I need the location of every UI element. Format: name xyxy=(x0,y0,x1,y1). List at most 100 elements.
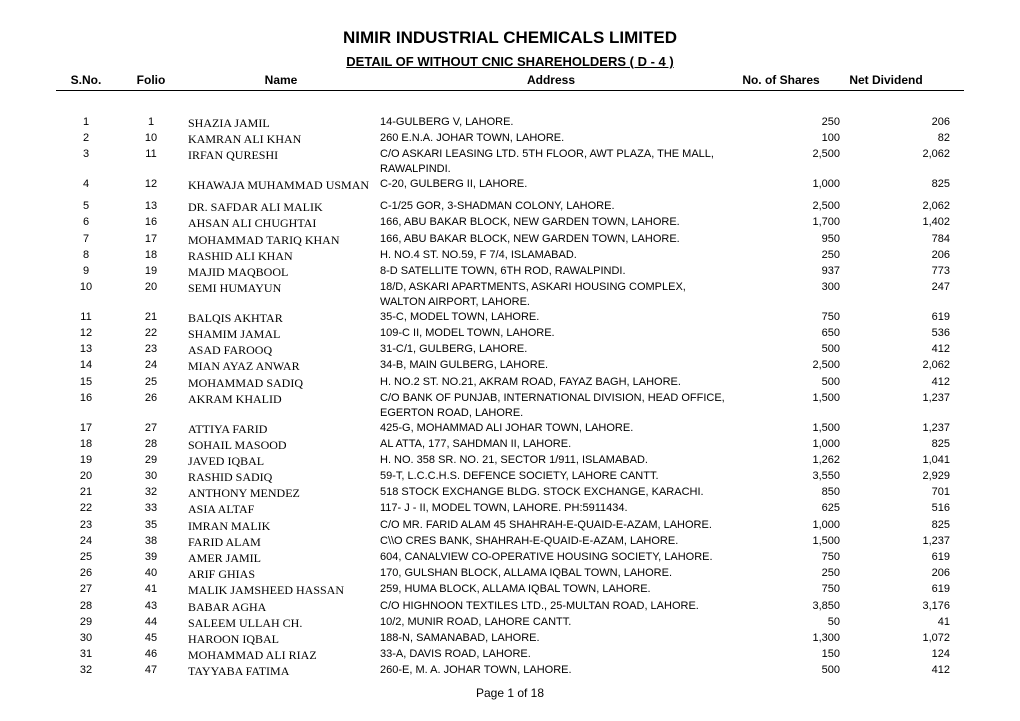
col-header-folio: Folio xyxy=(116,73,186,87)
cell-sno: 1 xyxy=(56,115,116,130)
document-page: NIMIR INDUSTRIAL CHEMICALS LIMITED DETAI… xyxy=(0,0,1020,721)
table-row: 1929JAVED IQBALH. NO. 358 SR. NO. 21, SE… xyxy=(56,453,964,469)
table-row: 1727ATTIYA FARID425-G, MOHAMMAD ALI JOHA… xyxy=(56,421,964,437)
cell-shares: 1,262 xyxy=(730,453,850,468)
cell-shares: 750 xyxy=(730,310,850,325)
cell-address: H. NO.4 ST. NO.59, F 7/4, ISLAMABAD. xyxy=(378,248,730,263)
cell-shares: 1,300 xyxy=(730,631,850,646)
cell-address: 260 E.N.A. JOHAR TOWN, LAHORE. xyxy=(378,131,730,146)
cell-sno: 4 xyxy=(56,177,116,192)
cell-shares: 1,500 xyxy=(730,534,850,549)
table-row: 1828SOHAIL MASOODAL ATTA, 177, SAHDMAN I… xyxy=(56,437,964,453)
table-row: 1121BALQIS AKHTAR35-C, MODEL TOWN, LAHOR… xyxy=(56,310,964,326)
cell-sno: 10 xyxy=(56,280,116,295)
cell-name: MIAN AYAZ ANWAR xyxy=(186,358,378,374)
cell-dividend: 2,062 xyxy=(850,147,954,162)
cell-sno: 14 xyxy=(56,358,116,373)
cell-folio: 22 xyxy=(116,326,186,341)
cell-dividend: 1,072 xyxy=(850,631,954,646)
cell-sno: 27 xyxy=(56,582,116,597)
cell-shares: 1,000 xyxy=(730,518,850,533)
cell-dividend: 206 xyxy=(850,115,954,130)
cell-sno: 30 xyxy=(56,631,116,646)
cell-dividend: 825 xyxy=(850,437,954,452)
cell-address: C/O HIGHNOON TEXTILES LTD., 25-MULTAN RO… xyxy=(378,599,730,614)
cell-sno: 17 xyxy=(56,421,116,436)
cell-address: 518 STOCK EXCHANGE BLDG. STOCK EXCHANGE,… xyxy=(378,485,730,500)
table-header: S.No. Folio Name Address No. of Shares N… xyxy=(56,73,964,91)
cell-folio: 10 xyxy=(116,131,186,146)
cell-folio: 13 xyxy=(116,199,186,214)
cell-folio: 25 xyxy=(116,375,186,390)
cell-dividend: 1,402 xyxy=(850,215,954,230)
cell-dividend: 619 xyxy=(850,582,954,597)
page-subtitle: DETAIL OF WITHOUT CNIC SHAREHOLDERS ( D … xyxy=(56,54,964,69)
cell-sno: 3 xyxy=(56,147,116,162)
cell-sno: 19 xyxy=(56,453,116,468)
cell-folio: 33 xyxy=(116,501,186,516)
cell-folio: 38 xyxy=(116,534,186,549)
cell-dividend: 412 xyxy=(850,375,954,390)
col-header-sno: S.No. xyxy=(56,73,116,87)
cell-dividend: 1,237 xyxy=(850,391,954,406)
cell-sno: 6 xyxy=(56,215,116,230)
cell-name: KHAWAJA MUHAMMAD USMAN xyxy=(186,177,378,193)
cell-shares: 937 xyxy=(730,264,850,279)
cell-sno: 26 xyxy=(56,566,116,581)
cell-dividend: 206 xyxy=(850,566,954,581)
cell-name: ANTHONY MENDEZ xyxy=(186,485,378,501)
cell-shares: 1,500 xyxy=(730,421,850,436)
cell-name: JAVED IQBAL xyxy=(186,453,378,469)
cell-address: 8-D SATELLITE TOWN, 6TH ROD, RAWALPINDI. xyxy=(378,264,730,279)
cell-name: BABAR AGHA xyxy=(186,599,378,615)
cell-shares: 625 xyxy=(730,501,850,516)
table-row: 818RASHID ALI KHANH. NO.4 ST. NO.59, F 7… xyxy=(56,248,964,264)
cell-shares: 1,500 xyxy=(730,391,850,406)
table-row: 3045HAROON IQBAL188-N, SAMANABAD, LAHORE… xyxy=(56,631,964,647)
cell-name: TAYYABA FATIMA xyxy=(186,663,378,679)
cell-name: IMRAN MALIK xyxy=(186,518,378,534)
cell-folio: 41 xyxy=(116,582,186,597)
cell-name: RASHID SADIQ xyxy=(186,469,378,485)
cell-shares: 850 xyxy=(730,485,850,500)
cell-shares: 2,500 xyxy=(730,199,850,214)
cell-sno: 29 xyxy=(56,615,116,630)
cell-shares: 750 xyxy=(730,550,850,565)
cell-folio: 44 xyxy=(116,615,186,630)
cell-folio: 20 xyxy=(116,280,186,295)
cell-sno: 20 xyxy=(56,469,116,484)
cell-name: ATTIYA FARID xyxy=(186,421,378,437)
cell-sno: 13 xyxy=(56,342,116,357)
cell-folio: 1 xyxy=(116,115,186,130)
table-row: 210KAMRAN ALI KHAN260 E.N.A. JOHAR TOWN,… xyxy=(56,131,964,147)
cell-address: H. NO.2 ST. NO.21, AKRAM ROAD, FAYAZ BAG… xyxy=(378,375,730,390)
cell-name: MOHAMMAD TARIQ KHAN xyxy=(186,232,378,248)
table-row: 2132ANTHONY MENDEZ518 STOCK EXCHANGE BLD… xyxy=(56,485,964,501)
cell-shares: 1,000 xyxy=(730,437,850,452)
cell-sno: 32 xyxy=(56,663,116,678)
table-row: 2335IMRAN MALIKC/O MR. FARID ALAM 45 SHA… xyxy=(56,518,964,534)
cell-shares: 300 xyxy=(730,280,850,295)
table-row: 2030RASHID SADIQ59-T, L.C.C.H.S. DEFENCE… xyxy=(56,469,964,485)
cell-dividend: 619 xyxy=(850,310,954,325)
cell-sno: 24 xyxy=(56,534,116,549)
cell-dividend: 124 xyxy=(850,647,954,662)
cell-address: 59-T, L.C.C.H.S. DEFENCE SOCIETY, LAHORE… xyxy=(378,469,730,484)
cell-address: H. NO. 358 SR. NO. 21, SECTOR 1/911, ISL… xyxy=(378,453,730,468)
cell-address: 604, CANALVIEW CO-OPERATIVE HOUSING SOCI… xyxy=(378,550,730,565)
cell-dividend: 516 xyxy=(850,501,954,516)
cell-dividend: 825 xyxy=(850,518,954,533)
cell-name: KAMRAN ALI KHAN xyxy=(186,131,378,147)
cell-folio: 28 xyxy=(116,437,186,452)
cell-name: HAROON IQBAL xyxy=(186,631,378,647)
cell-name: SOHAIL MASOOD xyxy=(186,437,378,453)
cell-name: DR. SAFDAR ALI MALIK xyxy=(186,199,378,215)
cell-folio: 27 xyxy=(116,421,186,436)
cell-name: SEMI HUMAYUN xyxy=(186,280,378,296)
cell-dividend: 2,929 xyxy=(850,469,954,484)
cell-folio: 35 xyxy=(116,518,186,533)
cell-address: 260-E, M. A. JOHAR TOWN, LAHORE. xyxy=(378,663,730,678)
cell-dividend: 701 xyxy=(850,485,954,500)
table-row: 2539AMER JAMIL604, CANALVIEW CO-OPERATIV… xyxy=(56,550,964,566)
cell-dividend: 206 xyxy=(850,248,954,263)
